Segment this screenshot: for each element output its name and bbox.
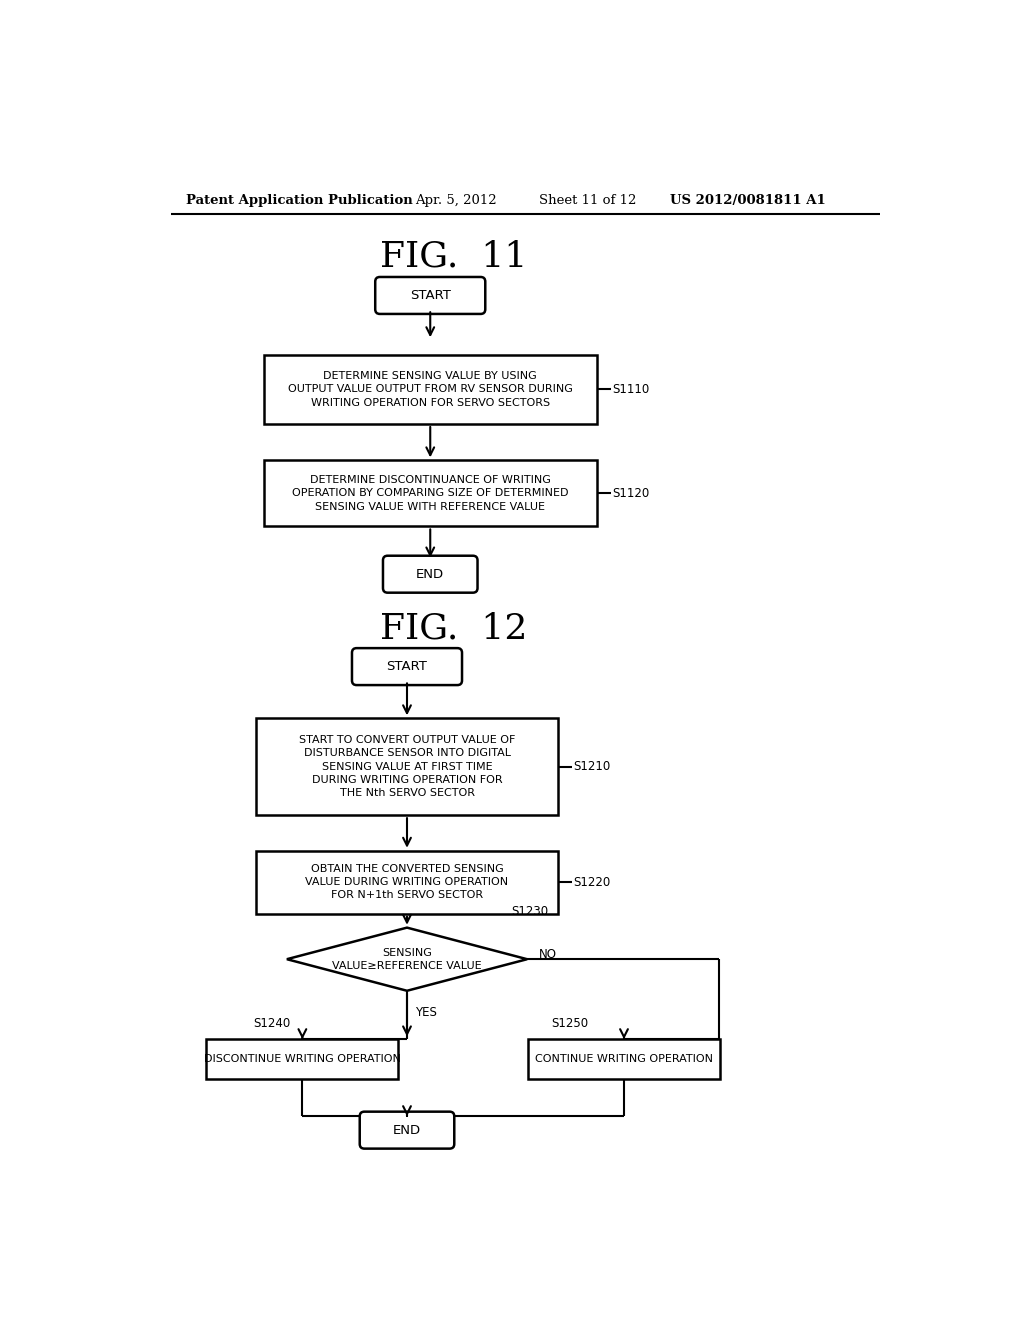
Text: Sheet 11 of 12: Sheet 11 of 12 (539, 194, 636, 207)
Text: S1220: S1220 (573, 875, 611, 888)
FancyBboxPatch shape (375, 277, 485, 314)
Bar (263, 355, 597, 424)
Text: S1210: S1210 (573, 760, 611, 774)
Text: S1230: S1230 (512, 906, 549, 919)
Text: OBTAIN THE CONVERTED SENSING
VALUE DURING WRITING OPERATION
FOR N+1th SERVO SECT: OBTAIN THE CONVERTED SENSING VALUE DURIN… (305, 865, 509, 900)
Text: FIG.  11: FIG. 11 (380, 240, 527, 275)
Bar (206, 1039, 398, 1080)
Text: START: START (387, 660, 427, 673)
Text: DETERMINE DISCONTINUANCE OF WRITING
OPERATION BY COMPARING SIZE OF DETERMINED
SE: DETERMINE DISCONTINUANCE OF WRITING OPER… (292, 475, 568, 512)
Bar (263, 461, 597, 527)
Text: FIG.  12: FIG. 12 (380, 611, 527, 645)
Text: START TO CONVERT OUTPUT VALUE OF
DISTURBANCE SENSOR INTO DIGITAL
SENSING VALUE A: START TO CONVERT OUTPUT VALUE OF DISTURB… (299, 735, 515, 799)
Text: Patent Application Publication: Patent Application Publication (186, 194, 413, 207)
Text: YES: YES (415, 1006, 436, 1019)
Polygon shape (287, 928, 527, 991)
Text: S1240: S1240 (253, 1016, 290, 1030)
FancyBboxPatch shape (383, 556, 477, 593)
Text: NO: NO (539, 948, 557, 961)
Text: START: START (410, 289, 451, 302)
Text: S1250: S1250 (551, 1016, 588, 1030)
Text: S1120: S1120 (612, 487, 649, 500)
Text: END: END (416, 568, 444, 581)
Text: US 2012/0081811 A1: US 2012/0081811 A1 (671, 194, 826, 207)
Text: SENSING
VALUE≥REFERENCE VALUE: SENSING VALUE≥REFERENCE VALUE (332, 948, 482, 970)
Bar (256, 718, 558, 816)
Bar (256, 850, 558, 913)
FancyBboxPatch shape (352, 648, 462, 685)
Bar (528, 1039, 720, 1080)
Text: Apr. 5, 2012: Apr. 5, 2012 (415, 194, 497, 207)
Text: END: END (393, 1123, 421, 1137)
Text: S1110: S1110 (612, 383, 649, 396)
Text: CONTINUE WRITING OPERATION: CONTINUE WRITING OPERATION (535, 1055, 713, 1064)
Text: DISCONTINUE WRITING OPERATION: DISCONTINUE WRITING OPERATION (204, 1055, 400, 1064)
FancyBboxPatch shape (359, 1111, 455, 1148)
Text: DETERMINE SENSING VALUE BY USING
OUTPUT VALUE OUTPUT FROM RV SENSOR DURING
WRITI: DETERMINE SENSING VALUE BY USING OUTPUT … (288, 371, 572, 408)
